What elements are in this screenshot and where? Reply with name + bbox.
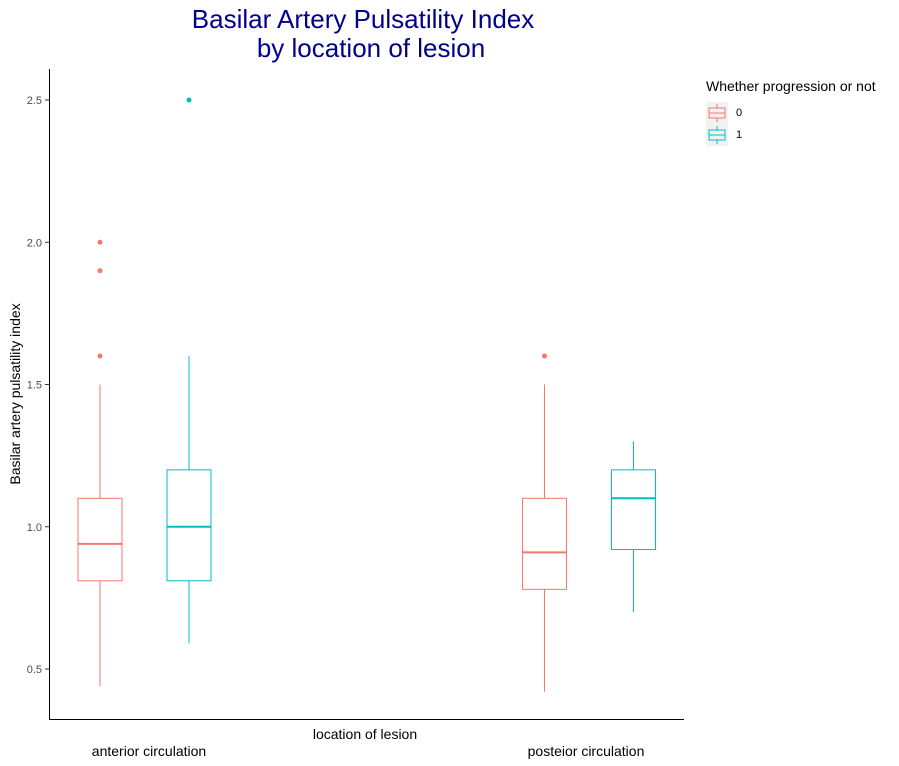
chart-title-line-2: by location of lesion	[257, 33, 485, 63]
legend: Whether progression or not 0 1	[706, 78, 876, 146]
y-axis-title: Basilar artery pulsatility index	[7, 303, 23, 484]
outlier-point	[97, 239, 103, 245]
box-body	[611, 469, 656, 551]
box-body	[522, 497, 567, 590]
box-group	[522, 353, 567, 692]
outlier-point	[97, 268, 103, 274]
x-axis-title: location of lesion	[313, 726, 417, 742]
y-tick-label: 1.5	[27, 380, 42, 392]
outlier-point	[542, 353, 547, 359]
legend-title: Whether progression or not	[706, 78, 876, 94]
box-body	[77, 497, 123, 582]
box-body	[166, 469, 212, 582]
legend-key-1	[706, 124, 728, 146]
x-category-label-posterior: posteior circulation	[528, 743, 645, 759]
y-axis-ticks: 0.5 1.0 1.5 2.0 2.5	[27, 95, 49, 676]
legend-label-1: 1	[736, 129, 742, 141]
y-tick-label: 2.0	[27, 237, 42, 249]
x-category-label-anterior: anterior circulation	[92, 743, 206, 759]
box-group	[611, 441, 656, 613]
outlier-point	[97, 353, 103, 359]
legend-label-0: 0	[736, 107, 742, 119]
legend-key-0	[706, 102, 728, 124]
plot-area	[77, 97, 656, 692]
chart-title-line-1: Basilar Artery Pulsatility Index	[192, 4, 534, 34]
outlier-point	[186, 97, 192, 103]
y-tick-label: 1.0	[27, 522, 42, 534]
box-group	[166, 97, 212, 644]
y-tick-label: 2.5	[27, 95, 42, 107]
y-tick-label: 0.5	[27, 664, 42, 676]
box-group	[77, 239, 123, 687]
